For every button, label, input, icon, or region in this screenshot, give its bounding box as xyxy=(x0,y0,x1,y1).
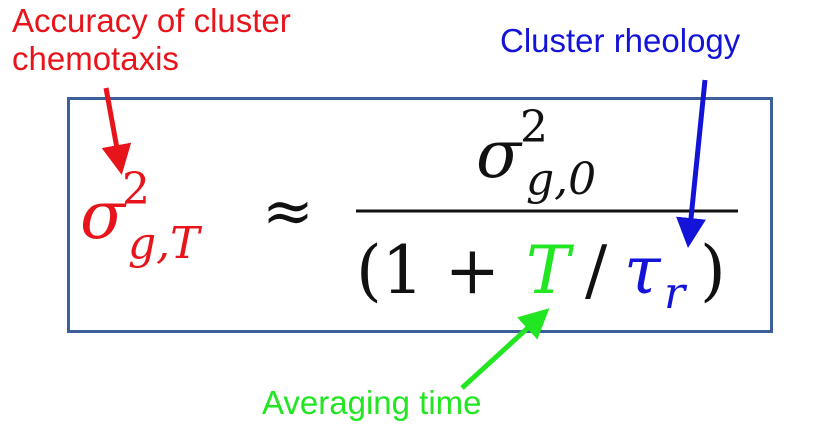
rheology-label: Cluster rheology xyxy=(500,22,741,59)
numerator-subscript: g,0 xyxy=(526,154,597,205)
accuracy-label: Accuracy of cluster chemotaxis xyxy=(12,2,291,78)
accuracy-label-line1: Accuracy of cluster xyxy=(12,2,291,39)
averaging-time-label: Averaging time xyxy=(262,384,482,421)
denominator-open: (1 + xyxy=(356,232,501,309)
accuracy-label-line2: chemotaxis xyxy=(12,40,179,77)
equation-box xyxy=(67,97,773,333)
denominator-close: ) xyxy=(700,232,726,309)
denominator-slash: / xyxy=(585,232,608,309)
denominator-tau: τ xyxy=(624,232,661,309)
numerator-sigma: σ xyxy=(476,116,522,193)
lhs-superscript: 2 xyxy=(122,164,150,215)
denominator-tau-subscript: r xyxy=(664,268,686,319)
denominator-T: T xyxy=(526,232,571,309)
approx-symbol: ≈ xyxy=(262,174,314,247)
lhs-subscript: g,T xyxy=(128,218,200,269)
lhs-sigma: σ xyxy=(80,177,126,254)
numerator-superscript: 2 xyxy=(520,102,548,153)
